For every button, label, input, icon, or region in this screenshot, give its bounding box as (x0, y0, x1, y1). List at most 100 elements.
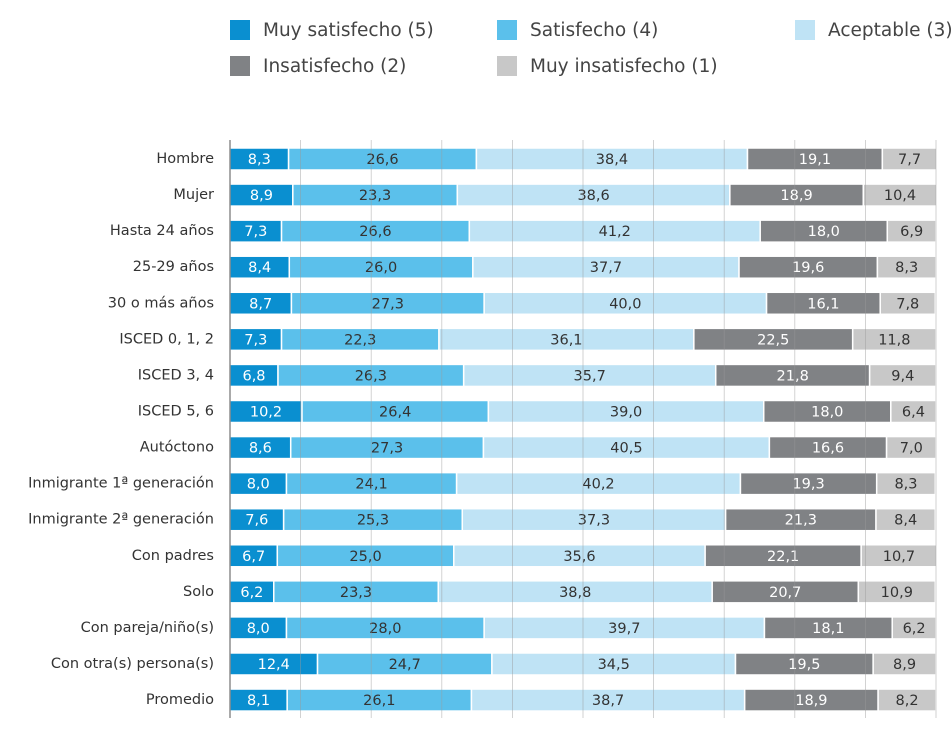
data-label: 38,4 (596, 152, 628, 168)
data-label: 7,0 (900, 441, 923, 457)
data-label: 23,3 (359, 188, 391, 204)
data-label: 7,8 (896, 296, 919, 312)
data-label: 37,3 (578, 513, 610, 529)
y-tick-label: Hombre (156, 151, 214, 167)
data-label: 8,0 (247, 621, 270, 637)
legend-swatch (795, 20, 815, 40)
data-label: 22,5 (757, 332, 789, 348)
y-tick-label: Autóctono (140, 440, 214, 456)
data-label: 8,3 (895, 260, 918, 276)
bar-segment (879, 291, 937, 316)
legend-swatch (497, 56, 517, 76)
data-label: 18,0 (808, 224, 840, 240)
data-label: 19,3 (792, 477, 824, 493)
y-tick-label: ISCED 0, 1, 2 (119, 331, 214, 347)
data-label: 10,7 (883, 549, 915, 565)
y-tick-label: Solo (183, 584, 214, 600)
data-label: 40,0 (609, 296, 641, 312)
data-label: 22,3 (344, 332, 376, 348)
y-tick-label: ISCED 5, 6 (138, 403, 214, 419)
legend-label: Muy satisfecho (5) (263, 20, 434, 41)
bars (229, 147, 938, 712)
data-label: 36,1 (550, 332, 582, 348)
data-label: 24,7 (389, 657, 421, 673)
data-label: 27,3 (372, 296, 404, 312)
legend-swatch (497, 20, 517, 40)
data-label: 38,6 (577, 188, 609, 204)
data-label: 38,7 (592, 693, 624, 709)
data-label: 16,1 (807, 296, 839, 312)
data-label: 7,7 (898, 152, 921, 168)
data-label: 10,9 (881, 585, 913, 601)
y-tick-label: Inmigrante 2ª generación (28, 512, 214, 528)
y-tick-label: 30 o más años (108, 295, 214, 311)
data-label: 34,5 (598, 657, 630, 673)
y-tick-label: Hasta 24 años (110, 223, 214, 239)
data-label: 12,4 (258, 657, 290, 673)
data-label: 35,6 (563, 549, 595, 565)
data-label: 8,7 (249, 296, 272, 312)
data-label: 20,7 (769, 585, 801, 601)
data-label: 25,3 (357, 513, 389, 529)
data-label: 39,0 (610, 404, 642, 420)
data-label: 38,8 (559, 585, 591, 601)
data-label: 8,3 (248, 152, 271, 168)
data-label: 40,5 (610, 441, 642, 457)
data-label: 8,9 (893, 657, 916, 673)
data-label: 11,8 (878, 332, 910, 348)
y-tick-label: Mujer (173, 187, 214, 203)
y-tick-label: Promedio (146, 692, 214, 708)
data-label: 6,4 (902, 404, 925, 420)
data-label: 8,9 (250, 188, 273, 204)
legend-label: Muy insatisfecho (1) (530, 56, 718, 77)
data-label: 21,8 (777, 368, 809, 384)
data-label: 7,6 (245, 513, 268, 529)
data-label: 21,3 (785, 513, 817, 529)
data-label: 26,1 (363, 693, 395, 709)
bar-segment (862, 183, 938, 207)
data-label: 8,2 (896, 693, 919, 709)
bar-segment (860, 544, 938, 568)
data-label: 28,0 (369, 621, 401, 637)
data-label: 26,6 (366, 152, 398, 168)
data-label: 19,5 (788, 657, 820, 673)
data-label: 8,6 (249, 441, 272, 457)
data-label: 18,9 (780, 188, 812, 204)
bar-segment (881, 147, 938, 171)
data-label: 22,1 (767, 549, 799, 565)
data-label: 23,3 (340, 585, 372, 601)
y-tick-label: 25-29 años (133, 259, 214, 275)
data-label: 26,6 (359, 224, 391, 240)
data-label: 18,0 (811, 404, 843, 420)
bar-segment (857, 580, 937, 604)
data-label: 19,6 (792, 260, 824, 276)
data-label: 8,1 (247, 693, 270, 709)
legend-label: Aceptable (3) (828, 20, 952, 41)
data-label: 27,3 (371, 441, 403, 457)
data-label: 8,3 (894, 477, 917, 493)
data-label: 6,2 (240, 585, 263, 601)
data-label: 6,2 (903, 621, 926, 637)
data-label: 25,0 (349, 549, 381, 565)
legend-swatch (230, 20, 250, 40)
data-label: 8,4 (894, 513, 917, 529)
y-tick-label: Inmigrante 1ª generación (28, 476, 214, 492)
data-label: 8,4 (248, 260, 271, 276)
y-tick-label: Con pareja/niño(s) (81, 620, 214, 636)
data-label: 9,4 (891, 368, 914, 384)
data-label: 10,2 (250, 404, 282, 420)
legend-label: Satisfecho (4) (530, 20, 658, 41)
data-label: 19,1 (799, 152, 831, 168)
bar-segment (875, 507, 937, 532)
y-tick-label: ISCED 3, 4 (138, 367, 214, 383)
data-label: 18,1 (812, 621, 844, 637)
data-label: 6,7 (242, 549, 265, 565)
legend-label: Insatisfecho (2) (263, 56, 406, 77)
data-label: 26,4 (379, 404, 411, 420)
data-label: 39,7 (608, 621, 640, 637)
y-tick-label: Con otra(s) persona(s) (51, 656, 214, 672)
data-label: 7,3 (244, 224, 267, 240)
data-label: 7,3 (244, 332, 267, 348)
data-label: 10,4 (884, 188, 916, 204)
